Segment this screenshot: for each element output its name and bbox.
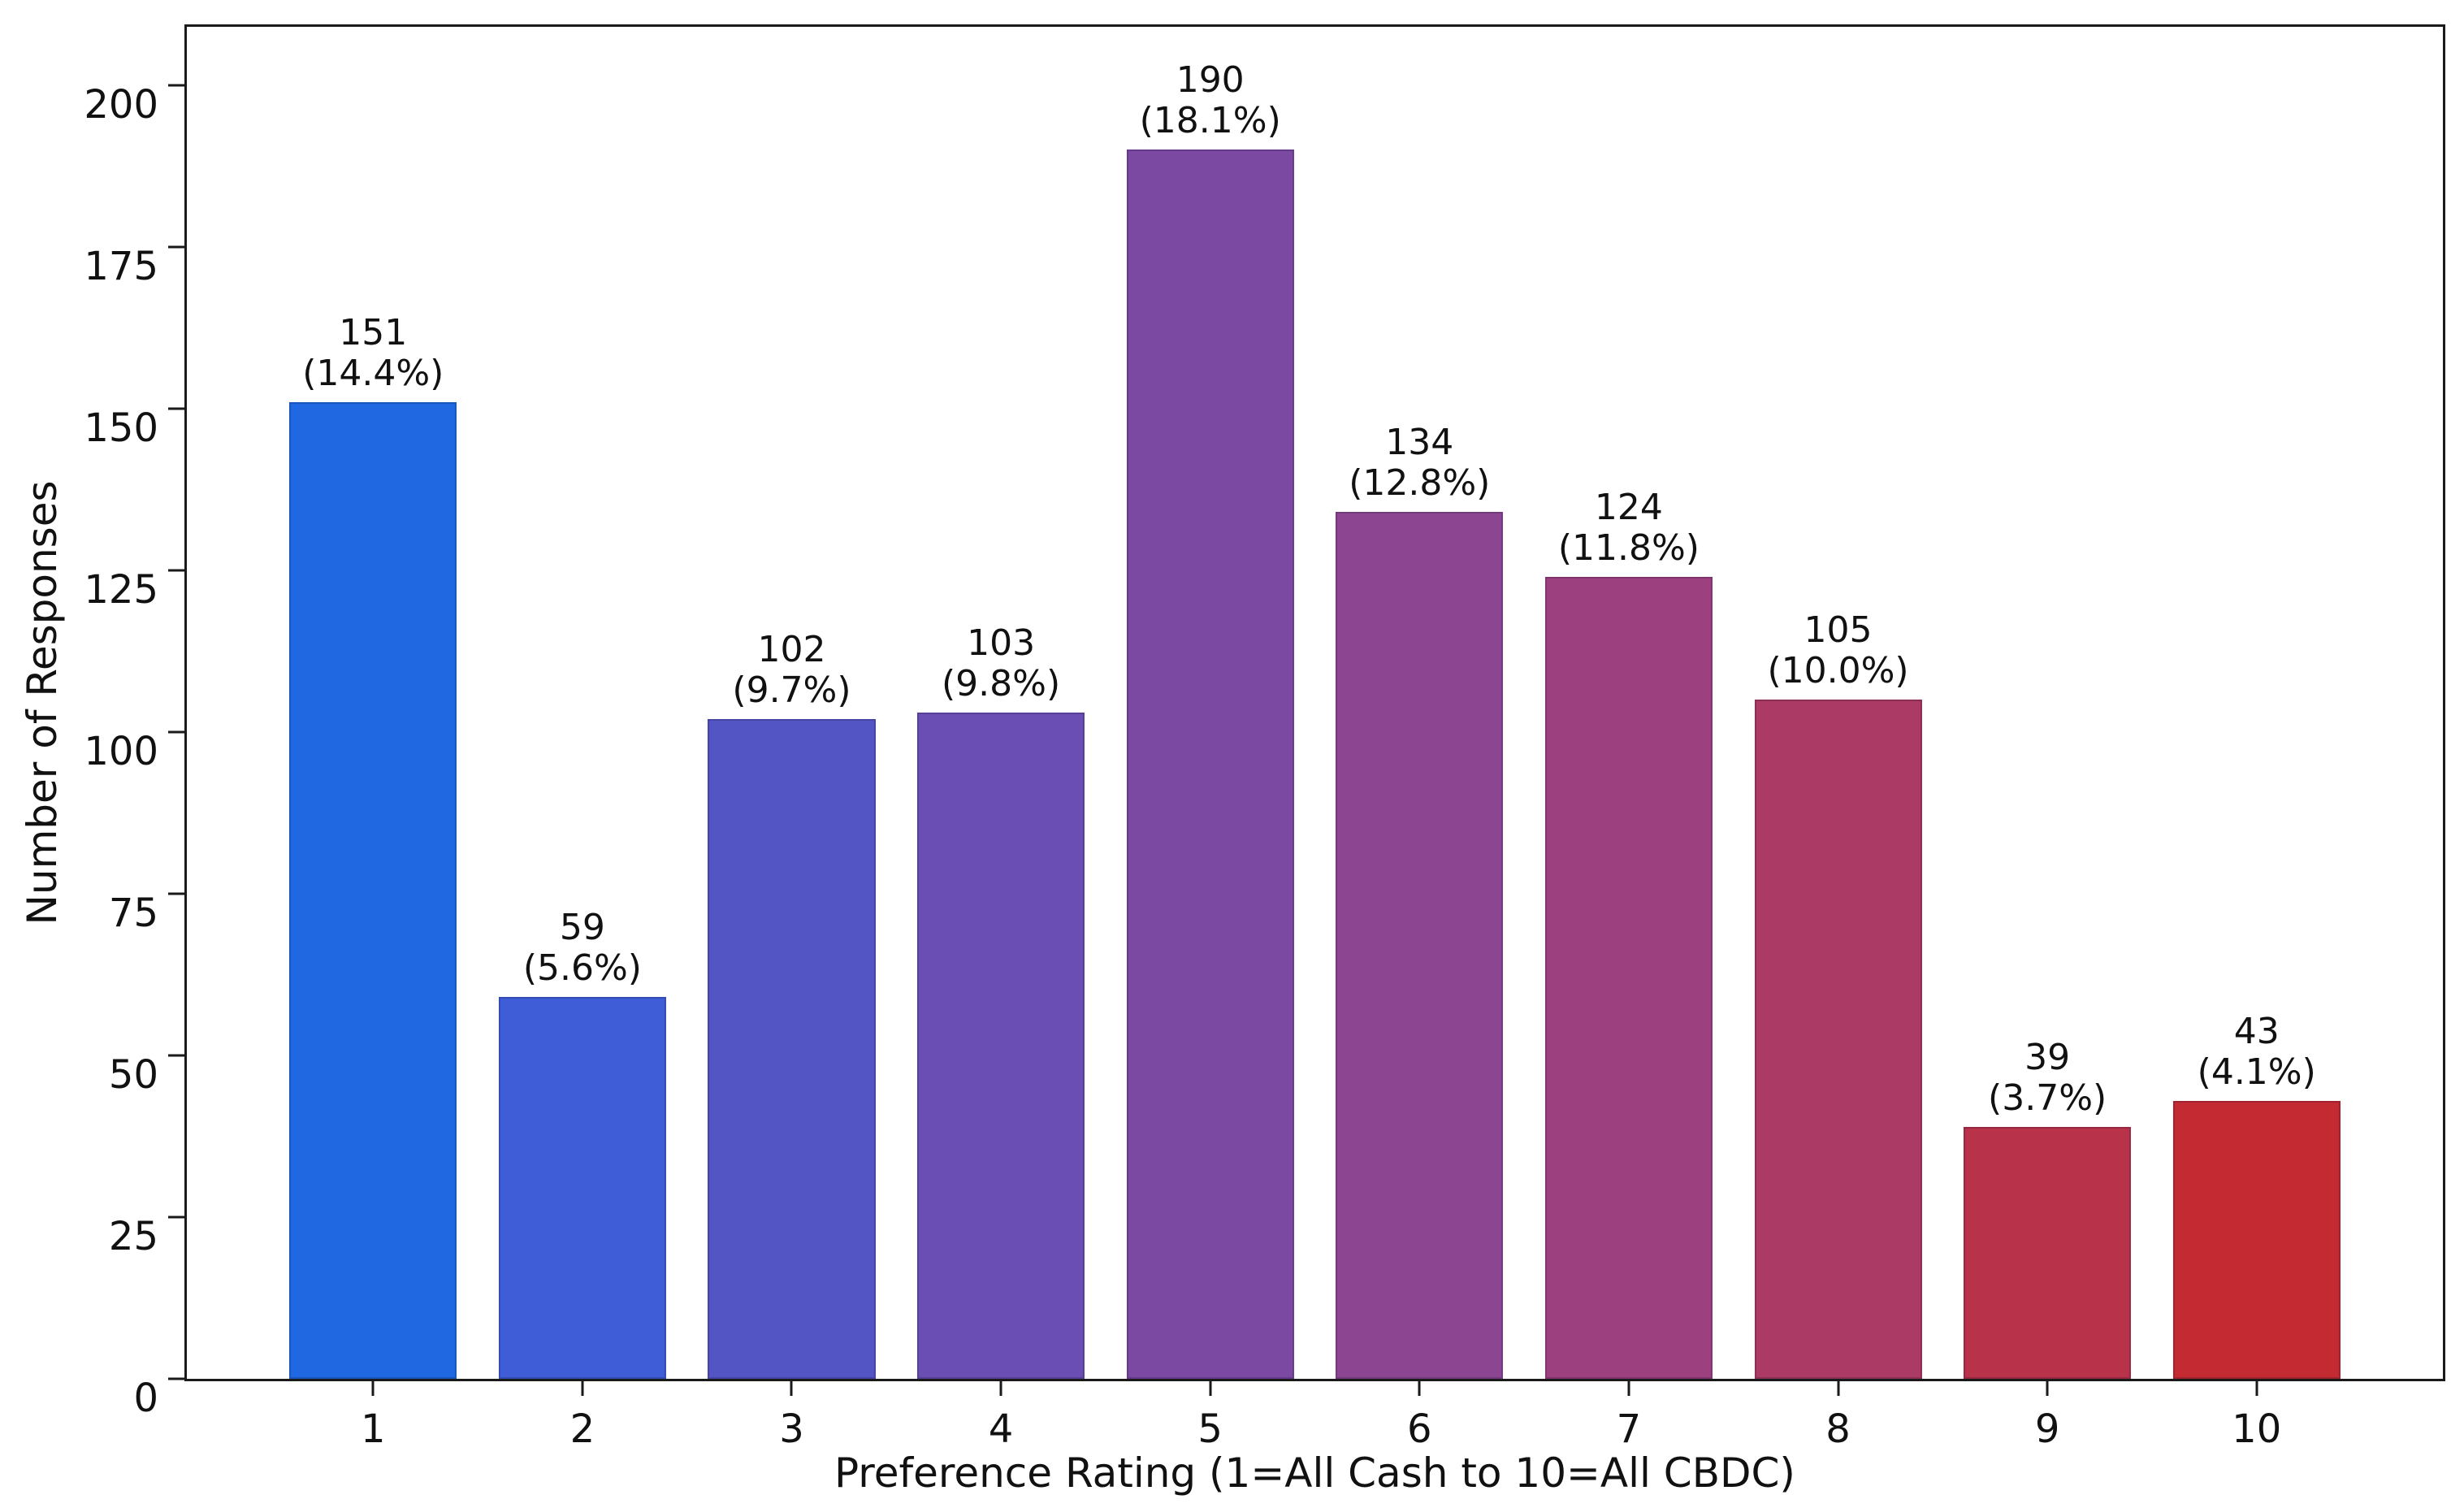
x-tickmark-8	[1837, 1381, 1840, 1396]
x-tickmark-4	[999, 1381, 1002, 1396]
bar-rating-9	[1964, 1126, 2132, 1379]
x-tickmark-3	[790, 1381, 793, 1396]
bar-percent-4: (9.8%)	[942, 662, 1061, 704]
y-tickmark-175	[168, 245, 184, 249]
x-ticklabel-4: 4	[988, 1406, 1014, 1452]
y-ticklabel-25: 25	[108, 1213, 158, 1259]
bar-percent-5: (18.1%)	[1139, 100, 1281, 142]
bar-percent-9: (3.7%)	[1988, 1077, 2107, 1119]
bar-value-label-3: 102 (9.7%)	[732, 628, 851, 711]
bar-count-6: 134	[1385, 422, 1454, 464]
bar-value-label-6: 134 (12.8%)	[1349, 422, 1490, 504]
bar-rating-5	[1126, 150, 1294, 1379]
x-tickmark-9	[2046, 1381, 2049, 1396]
x-ticklabel-6: 6	[1407, 1406, 1432, 1452]
bar-value-label-2: 59 (5.6%)	[523, 908, 642, 989]
bar-count-2: 59	[559, 907, 605, 949]
bar-value-label-5: 190 (18.1%)	[1140, 60, 1281, 141]
bar-count-10: 43	[2233, 1010, 2280, 1052]
y-tickmark-25	[168, 1216, 184, 1219]
bar-value-label-10: 43 (4.1%)	[2197, 1010, 2316, 1093]
y-tickmark-100	[168, 730, 184, 734]
bar-value-label-8: 105 (10.0%)	[1767, 610, 1908, 691]
x-tickmark-7	[1627, 1381, 1630, 1396]
y-ticklabel-175: 175	[84, 243, 158, 289]
x-tickmark-1	[371, 1381, 375, 1396]
bar-rating-1	[289, 401, 457, 1379]
y-tickmark-75	[168, 892, 184, 895]
x-ticklabel-8: 8	[1825, 1406, 1851, 1452]
bar-count-7: 124	[1594, 486, 1663, 528]
x-tickmark-6	[1418, 1381, 1421, 1396]
x-ticklabel-9: 9	[2034, 1406, 2060, 1452]
bar-rating-3	[708, 718, 876, 1379]
y-tickmark-50	[168, 1054, 184, 1057]
x-ticklabel-5: 5	[1197, 1406, 1223, 1452]
y-ticklabel-150: 150	[84, 405, 158, 451]
bar-percent-2: (5.6%)	[522, 947, 642, 990]
y-ticklabel-125: 125	[84, 566, 158, 613]
bar-value-label-7: 124 (11.8%)	[1557, 486, 1700, 569]
x-ticklabel-10: 10	[2232, 1406, 2282, 1452]
x-tickmark-10	[2255, 1381, 2258, 1396]
y-tickmark-0	[168, 1377, 184, 1380]
y-tickmark-150	[168, 407, 184, 410]
bar-rating-4	[917, 712, 1085, 1379]
y-tickmark-125	[168, 569, 184, 572]
y-ticklabel-75: 75	[108, 890, 158, 936]
x-ticklabel-3: 3	[779, 1406, 804, 1452]
bar-percent-3: (9.7%)	[732, 669, 851, 711]
x-ticklabel-2: 2	[569, 1406, 595, 1452]
bar-percent-6: (12.8%)	[1349, 462, 1491, 505]
bar-rating-7	[1544, 576, 1713, 1379]
bar-value-label-1: 151 (14.4%)	[302, 311, 444, 394]
bar-value-label-9: 39 (3.7%)	[1988, 1036, 2107, 1119]
x-ticklabel-7: 7	[1616, 1406, 1642, 1452]
bar-count-5: 190	[1176, 59, 1245, 102]
bar-count-3: 102	[757, 628, 826, 670]
bar-percent-10: (4.1%)	[2197, 1051, 2316, 1093]
y-ticklabel-100: 100	[84, 728, 158, 774]
bar-percent-1: (14.4%)	[302, 352, 444, 394]
x-ticklabel-1: 1	[360, 1406, 386, 1452]
bar-count-4: 103	[967, 622, 1036, 664]
x-axis-title: Preference Rating (1=All Cash to 10=All …	[834, 1450, 1795, 1497]
bar-percent-8: (10.0%)	[1767, 650, 1909, 692]
bar-count-9: 39	[2024, 1036, 2071, 1078]
bar-count-8: 105	[1804, 609, 1873, 652]
bar-value-label-4: 103 (9.8%)	[942, 622, 1061, 704]
bar-rating-2	[498, 997, 666, 1379]
bar-rating-10	[2172, 1100, 2341, 1379]
x-tickmark-2	[581, 1381, 584, 1396]
plot-area: 0 25 50 75 100 125 150 175 200 151 (14.4%) 1 59 (5.6%…	[84, 24, 2445, 1449]
bar-percent-7: (11.8%)	[1557, 526, 1700, 569]
x-tickmark-5	[1209, 1381, 1212, 1396]
y-ticklabel-0: 0	[133, 1376, 158, 1421]
bar-rating-8	[1754, 700, 1922, 1379]
y-tickmark-200	[168, 84, 184, 87]
y-axis-title: Number of Responses	[19, 480, 66, 925]
bar-count-1: 151	[339, 311, 408, 353]
y-ticklabel-200: 200	[84, 81, 158, 128]
y-ticklabel-50: 50	[108, 1051, 158, 1098]
bar-rating-6	[1336, 512, 1504, 1379]
